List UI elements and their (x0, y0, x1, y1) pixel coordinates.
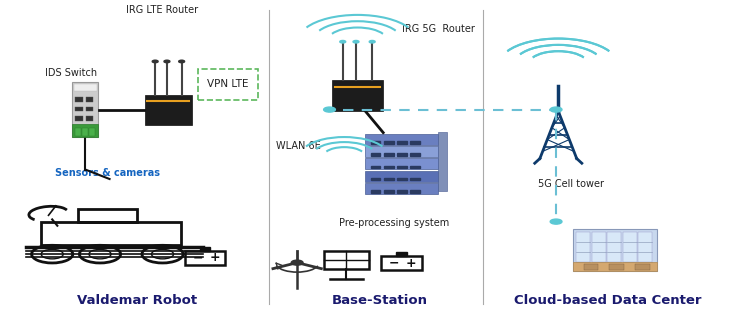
Bar (397, 153, 407, 156)
Bar (85, 97, 93, 102)
Circle shape (353, 41, 359, 43)
Circle shape (369, 41, 375, 43)
Circle shape (551, 107, 562, 112)
Bar (74, 128, 80, 136)
Text: 5G Cell tower: 5G Cell tower (538, 179, 604, 189)
Text: VPN LTE: VPN LTE (207, 79, 249, 89)
Bar (85, 126, 93, 130)
Bar (623, 232, 637, 262)
Bar (78, 209, 137, 222)
Bar (198, 68, 258, 100)
Text: Cloud-based Data Center: Cloud-based Data Center (514, 294, 702, 307)
Text: Sensors & cameras: Sensors & cameras (55, 168, 160, 178)
Bar (75, 116, 83, 121)
Circle shape (291, 260, 303, 265)
Bar (381, 256, 422, 270)
Bar (397, 165, 407, 168)
Bar (573, 262, 657, 271)
Text: Base-Station: Base-Station (332, 294, 427, 307)
Bar (607, 232, 621, 262)
Bar (332, 80, 383, 111)
Bar (365, 171, 439, 182)
Bar (384, 141, 394, 144)
Bar (74, 84, 97, 91)
Bar (365, 146, 439, 157)
Circle shape (178, 60, 184, 63)
Text: IDS Switch: IDS Switch (44, 68, 97, 78)
Bar (371, 153, 380, 156)
Bar (371, 165, 380, 168)
Bar (85, 116, 93, 121)
Bar (397, 141, 407, 144)
Bar (638, 232, 652, 262)
Text: −: − (192, 251, 203, 264)
Circle shape (164, 60, 170, 63)
Text: −: − (389, 257, 399, 270)
Bar (72, 124, 98, 137)
Bar (85, 107, 93, 111)
Bar (371, 141, 380, 144)
Bar (75, 126, 83, 130)
Circle shape (340, 41, 346, 43)
Text: +: + (209, 251, 220, 264)
Bar (365, 134, 439, 145)
Bar (411, 178, 420, 180)
Circle shape (153, 60, 158, 63)
Bar (41, 222, 181, 245)
Circle shape (551, 219, 562, 224)
Bar (609, 264, 624, 270)
Bar (411, 141, 420, 144)
Circle shape (324, 107, 335, 112)
Bar (592, 232, 606, 262)
Text: Pre-processing system: Pre-processing system (339, 218, 450, 229)
Bar (75, 97, 83, 102)
Bar (384, 153, 394, 156)
Bar (411, 153, 420, 156)
Text: +: + (406, 257, 416, 270)
Text: IRG 5G  Router: IRG 5G Router (402, 24, 475, 34)
Bar (397, 190, 407, 193)
Bar (635, 264, 650, 270)
Bar (75, 107, 83, 111)
Bar (365, 158, 439, 169)
Bar (573, 229, 657, 271)
Text: WLAN 6E: WLAN 6E (276, 141, 321, 151)
Bar (371, 190, 380, 193)
Bar (576, 232, 590, 262)
Bar (397, 178, 407, 180)
Bar (89, 128, 95, 136)
Bar (397, 252, 407, 256)
Bar (411, 165, 420, 168)
Bar (411, 190, 420, 193)
Bar (584, 264, 598, 270)
Text: IRG LTE Router: IRG LTE Router (127, 5, 198, 15)
Bar (384, 165, 394, 168)
Text: Valdemar Robot: Valdemar Robot (77, 294, 197, 307)
Bar (324, 251, 369, 269)
Bar (365, 183, 439, 194)
Bar (185, 251, 226, 265)
Bar (384, 190, 394, 193)
Bar (371, 178, 380, 180)
Bar (82, 128, 88, 136)
Bar (144, 94, 192, 125)
Bar (439, 133, 447, 191)
Bar (384, 178, 394, 180)
Bar (200, 247, 210, 251)
Bar (72, 82, 98, 137)
